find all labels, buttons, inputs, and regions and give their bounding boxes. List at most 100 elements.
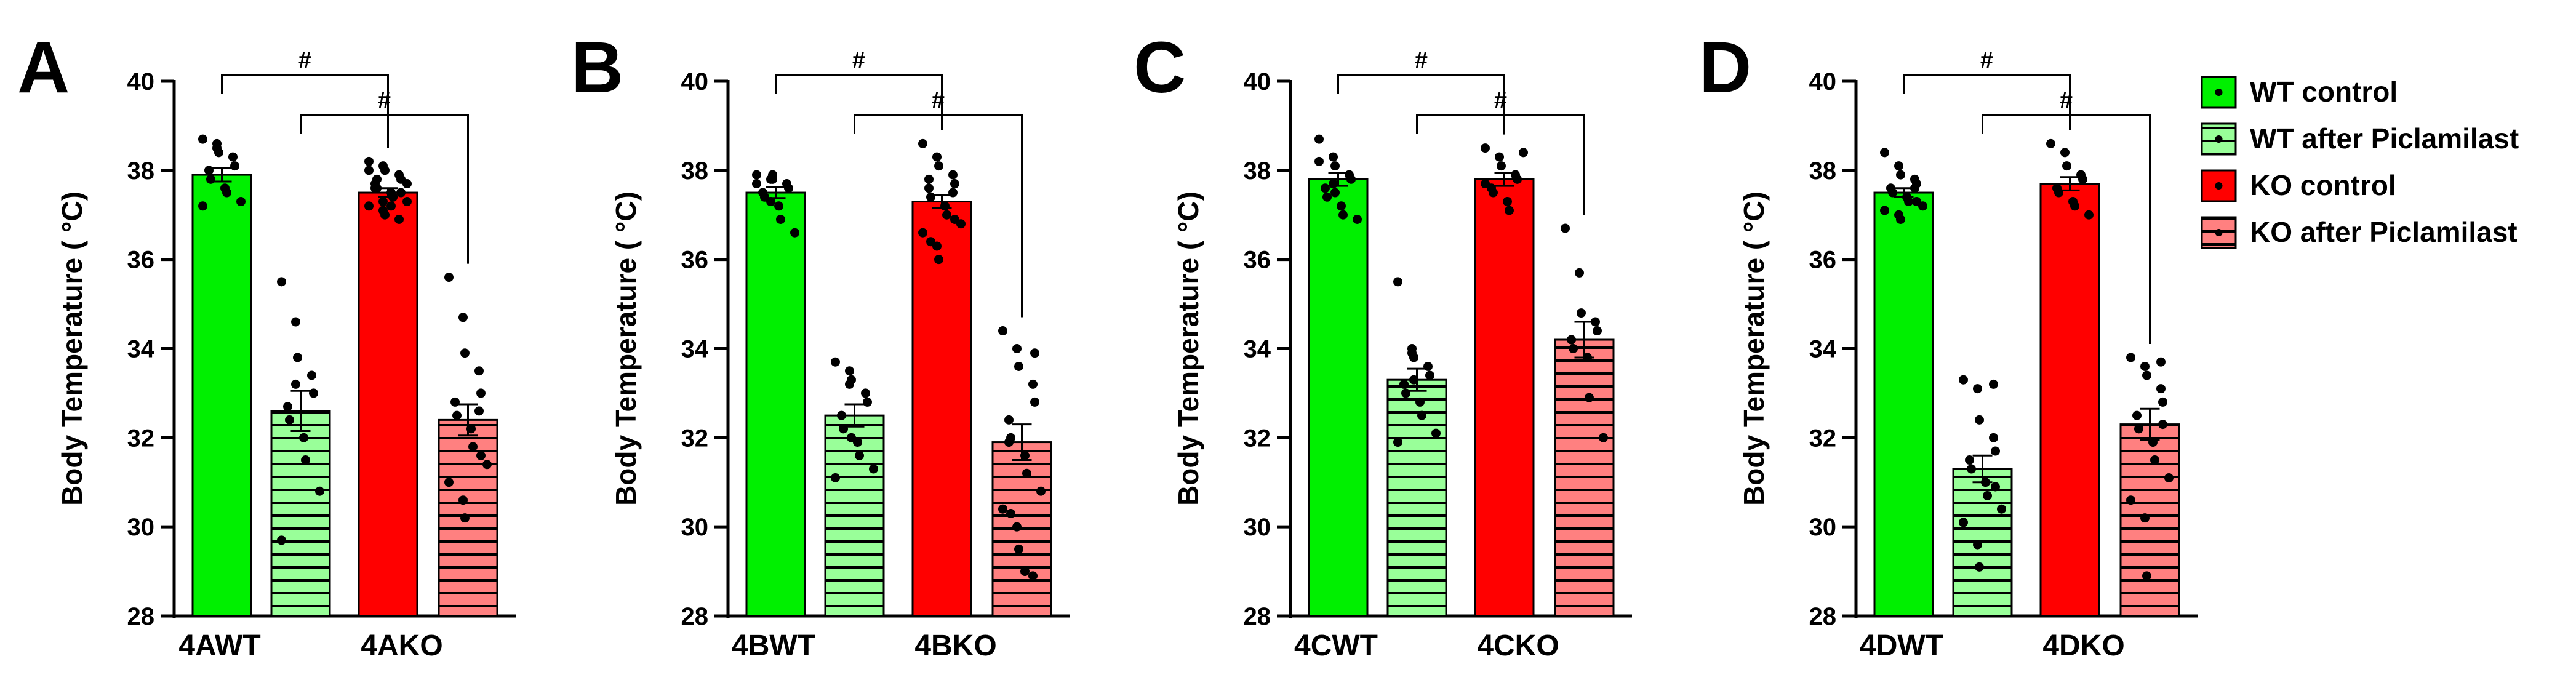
data-point <box>1991 446 2000 456</box>
data-point <box>364 201 374 211</box>
data-point <box>277 277 286 287</box>
data-point <box>364 156 374 166</box>
y-tick-label: 36 <box>1244 247 1271 274</box>
data-point <box>998 504 1007 514</box>
chart-panel-c: C Body Temperature ( °C) 28 30 32 34 36 38 40 4CW… <box>1134 27 1632 662</box>
data-point <box>1314 156 1324 166</box>
bar <box>2039 183 2100 617</box>
y-tick-label: 34 <box>1809 336 1837 363</box>
data-point <box>1036 486 1046 496</box>
data-point <box>831 357 840 367</box>
data-point <box>212 138 222 148</box>
y-tick-label: 28 <box>681 603 709 630</box>
panel-label: C <box>1134 27 1186 108</box>
data-point <box>2140 361 2150 371</box>
data-point <box>1481 143 1490 153</box>
data-point <box>1981 478 1990 487</box>
x-tick-label: 4CKO <box>1477 630 1559 662</box>
y-axis-title: Body Temperature ( °C) <box>1172 191 1204 506</box>
data-point <box>396 188 406 198</box>
data-point <box>1028 571 1038 581</box>
data-point <box>776 214 785 224</box>
legend-label: KO control <box>2250 169 2396 201</box>
data-point <box>845 366 854 376</box>
data-point <box>1888 188 1897 198</box>
data-point <box>1330 188 1340 198</box>
data-point <box>476 450 486 460</box>
data-point <box>388 192 398 202</box>
data-point <box>1983 490 1992 500</box>
y-tick-label: 40 <box>681 68 709 95</box>
bar <box>270 410 331 617</box>
data-point <box>784 183 793 193</box>
data-point <box>1338 210 1348 220</box>
significance-label: # <box>852 47 865 73</box>
data-point <box>1880 206 1889 215</box>
data-point <box>1415 397 1425 407</box>
data-point <box>2134 424 2143 434</box>
data-point <box>444 273 454 282</box>
significance-label: # <box>932 87 945 113</box>
data-point <box>2078 174 2087 184</box>
data-point <box>2062 161 2071 171</box>
significance-label: # <box>1494 87 1507 113</box>
data-point <box>1505 206 1514 215</box>
data-point <box>924 174 934 184</box>
data-point <box>309 388 318 398</box>
data-point <box>1489 188 1498 198</box>
data-point <box>845 379 854 389</box>
x-tick-label: 4AWT <box>178 630 260 662</box>
significance-bracket <box>300 114 469 264</box>
y-tick-label: 32 <box>127 425 155 452</box>
data-point <box>1569 344 1578 353</box>
panel-label: D <box>1699 27 1751 108</box>
legend: WT control WT after Piclamilast KO control… <box>2201 76 2519 249</box>
y-tick-label: 40 <box>1809 68 1837 95</box>
data-point <box>1322 192 1332 202</box>
y-tick-label: 36 <box>681 247 709 274</box>
x-tick-label: 4BKO <box>914 630 996 662</box>
y-tick-label: 30 <box>1809 514 1837 541</box>
data-point <box>2148 438 2158 447</box>
data-point <box>1575 268 1584 278</box>
panel-label: B <box>571 27 623 108</box>
data-point <box>1599 433 1608 442</box>
legend-swatch <box>2201 76 2237 109</box>
data-point <box>301 455 310 465</box>
y-axis-title: Body Temperature ( °C) <box>56 191 88 506</box>
data-point <box>940 201 950 211</box>
y-tick-label: 40 <box>127 68 155 95</box>
data-point <box>1965 455 1974 465</box>
data-point <box>315 486 324 496</box>
data-point <box>474 406 484 416</box>
bar <box>1308 178 1369 617</box>
data-point <box>2084 210 2094 220</box>
bar <box>1554 338 1615 617</box>
data-point <box>2070 201 2079 211</box>
data-point <box>1912 197 1921 207</box>
data-point <box>1973 384 1982 394</box>
chart-panel-b: B Body Temperature ( °C) 28 30 32 34 36 38 40 4BW… <box>571 27 1070 662</box>
data-point <box>2158 420 2167 430</box>
data-point <box>228 152 238 162</box>
data-point <box>1991 482 2000 492</box>
data-point <box>380 166 390 175</box>
y-tick-label: 30 <box>1244 514 1271 541</box>
data-point <box>386 201 396 211</box>
data-point <box>482 460 492 470</box>
data-point <box>837 410 846 420</box>
significance-label: # <box>298 47 311 73</box>
data-point <box>1481 179 1490 189</box>
significance-bracket <box>1982 114 2151 344</box>
chart-panel-a: A Body Temperature ( °C) 28 30 32 34 36 38 40 4AW… <box>17 27 516 662</box>
significance-bracket <box>1903 74 2071 130</box>
legend-marker <box>2215 229 2223 236</box>
data-point <box>1006 508 1015 518</box>
data-point <box>926 192 935 202</box>
data-point <box>214 148 223 158</box>
data-point <box>198 201 207 211</box>
data-point <box>1577 308 1586 318</box>
data-point <box>942 210 951 220</box>
data-point <box>1910 183 1919 193</box>
data-point <box>1567 335 1576 345</box>
